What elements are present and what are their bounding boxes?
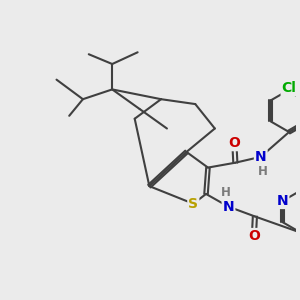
Text: N: N [277, 194, 288, 208]
Text: O: O [228, 136, 240, 150]
Text: O: O [248, 229, 260, 243]
Text: H: H [220, 187, 230, 200]
Text: Cl: Cl [282, 81, 296, 95]
Text: S: S [188, 197, 198, 211]
Text: N: N [223, 200, 234, 214]
Text: H: H [258, 165, 268, 178]
Text: N: N [255, 150, 267, 164]
